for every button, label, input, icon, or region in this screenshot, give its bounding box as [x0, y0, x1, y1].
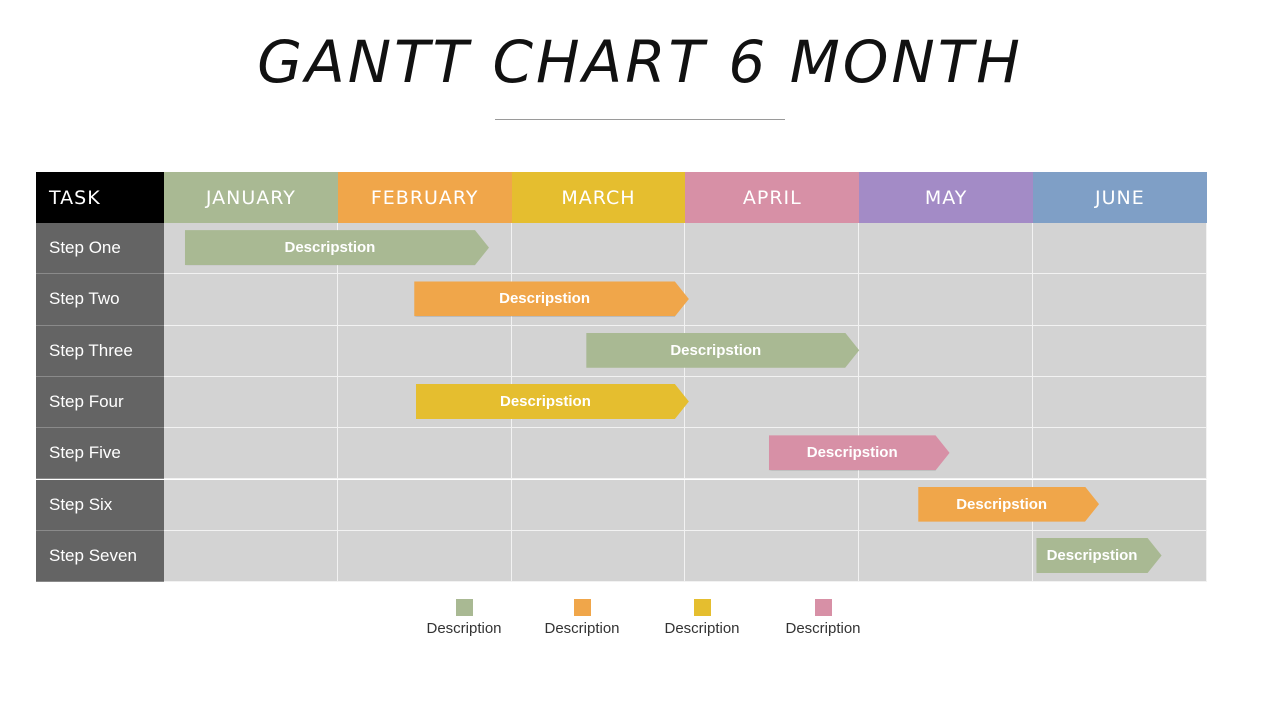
legend-swatch: [814, 599, 832, 616]
task-bar-label: Descripstion: [499, 290, 590, 308]
legend-label: Description: [544, 620, 620, 637]
grid-cell: [164, 479, 338, 531]
grid-cell: [685, 376, 860, 429]
legend-swatch: [573, 599, 591, 616]
legend-item: Description: [414, 599, 514, 638]
legend-item: Description: [532, 599, 632, 638]
grid-cell: [164, 428, 338, 480]
grid-cell: [1033, 274, 1207, 326]
legend-label: Description: [426, 620, 502, 637]
grid-cell: [1033, 428, 1207, 480]
legend-label: Description: [664, 620, 740, 637]
legend-swatch: [693, 599, 711, 616]
month-header-february: FEBRUARY: [337, 172, 512, 223]
grid-cell: [511, 479, 686, 531]
grid-cell: [685, 479, 860, 531]
task-label: Step Four: [36, 376, 164, 429]
grid-cell: [685, 223, 860, 275]
grid-cell: [337, 479, 512, 531]
task-bar: Descripstion: [586, 333, 859, 368]
grid-cell: [511, 428, 686, 480]
month-header-march: MARCH: [511, 172, 686, 223]
legend-item: Description: [773, 599, 873, 638]
task-bar: Descripstion: [769, 435, 950, 470]
month-header-may: MAY: [859, 172, 1033, 223]
task-bar-label: Descripstion: [1046, 546, 1138, 564]
task-bar-label: Descripstion: [500, 393, 591, 411]
grid-cell: [511, 223, 686, 275]
grid-cell: [1033, 376, 1207, 429]
grid-cell: [164, 376, 338, 429]
month-header-january: JANUARY: [164, 172, 338, 223]
grid-cell: [859, 376, 1033, 429]
task-bar: Descripstion: [1036, 538, 1161, 573]
task-bar: Descripstion: [416, 384, 689, 419]
grid-cell: [511, 530, 686, 583]
grid-cell: [337, 325, 512, 377]
task-bar-label: Descripstion: [670, 341, 762, 359]
gantt-chart: TASK JANUARY FEBRUARY MARCH APRIL MAY JUNE Step…: [36, 172, 1207, 583]
task-bar: Descripstion: [918, 487, 1099, 522]
task-label: Step Five: [36, 428, 164, 480]
grid-cell: [1033, 223, 1207, 275]
task-label: Step Two: [36, 274, 164, 326]
task-bar-label: Descripstion: [284, 239, 376, 257]
grid-cell: [337, 428, 512, 480]
grid-cell: [337, 530, 512, 583]
task-label: Step Three: [36, 325, 164, 377]
grid-cell: [1033, 325, 1207, 377]
title-divider: [495, 119, 785, 120]
grid-cell: [859, 530, 1033, 583]
page-title: GANTT CHART 6 MONTH: [257, 28, 1023, 96]
month-header-april: APRIL: [685, 172, 860, 223]
task-bar-label: Descripstion: [806, 444, 898, 462]
task-label: Step Seven: [36, 530, 164, 583]
grid-cell: [164, 274, 338, 326]
legend-swatch: [455, 599, 473, 616]
legend-item: Description: [652, 599, 752, 638]
grid-cell: [685, 530, 860, 583]
task-bar: Descripstion: [414, 281, 689, 316]
task-bar: Descripstion: [185, 230, 489, 265]
grid-cell: [859, 325, 1033, 377]
grid-cell: [859, 223, 1033, 275]
legend-label: Description: [785, 620, 861, 637]
task-header: TASK: [36, 172, 164, 223]
month-header-june: JUNE: [1033, 172, 1207, 223]
grid-cell: [164, 530, 338, 583]
grid-cell: [164, 325, 338, 377]
grid-cell: [859, 274, 1033, 326]
task-bar-label: Descripstion: [956, 495, 1048, 513]
task-label: Step One: [36, 223, 164, 275]
task-label: Step Six: [36, 479, 164, 531]
grid-cell: [685, 274, 860, 326]
